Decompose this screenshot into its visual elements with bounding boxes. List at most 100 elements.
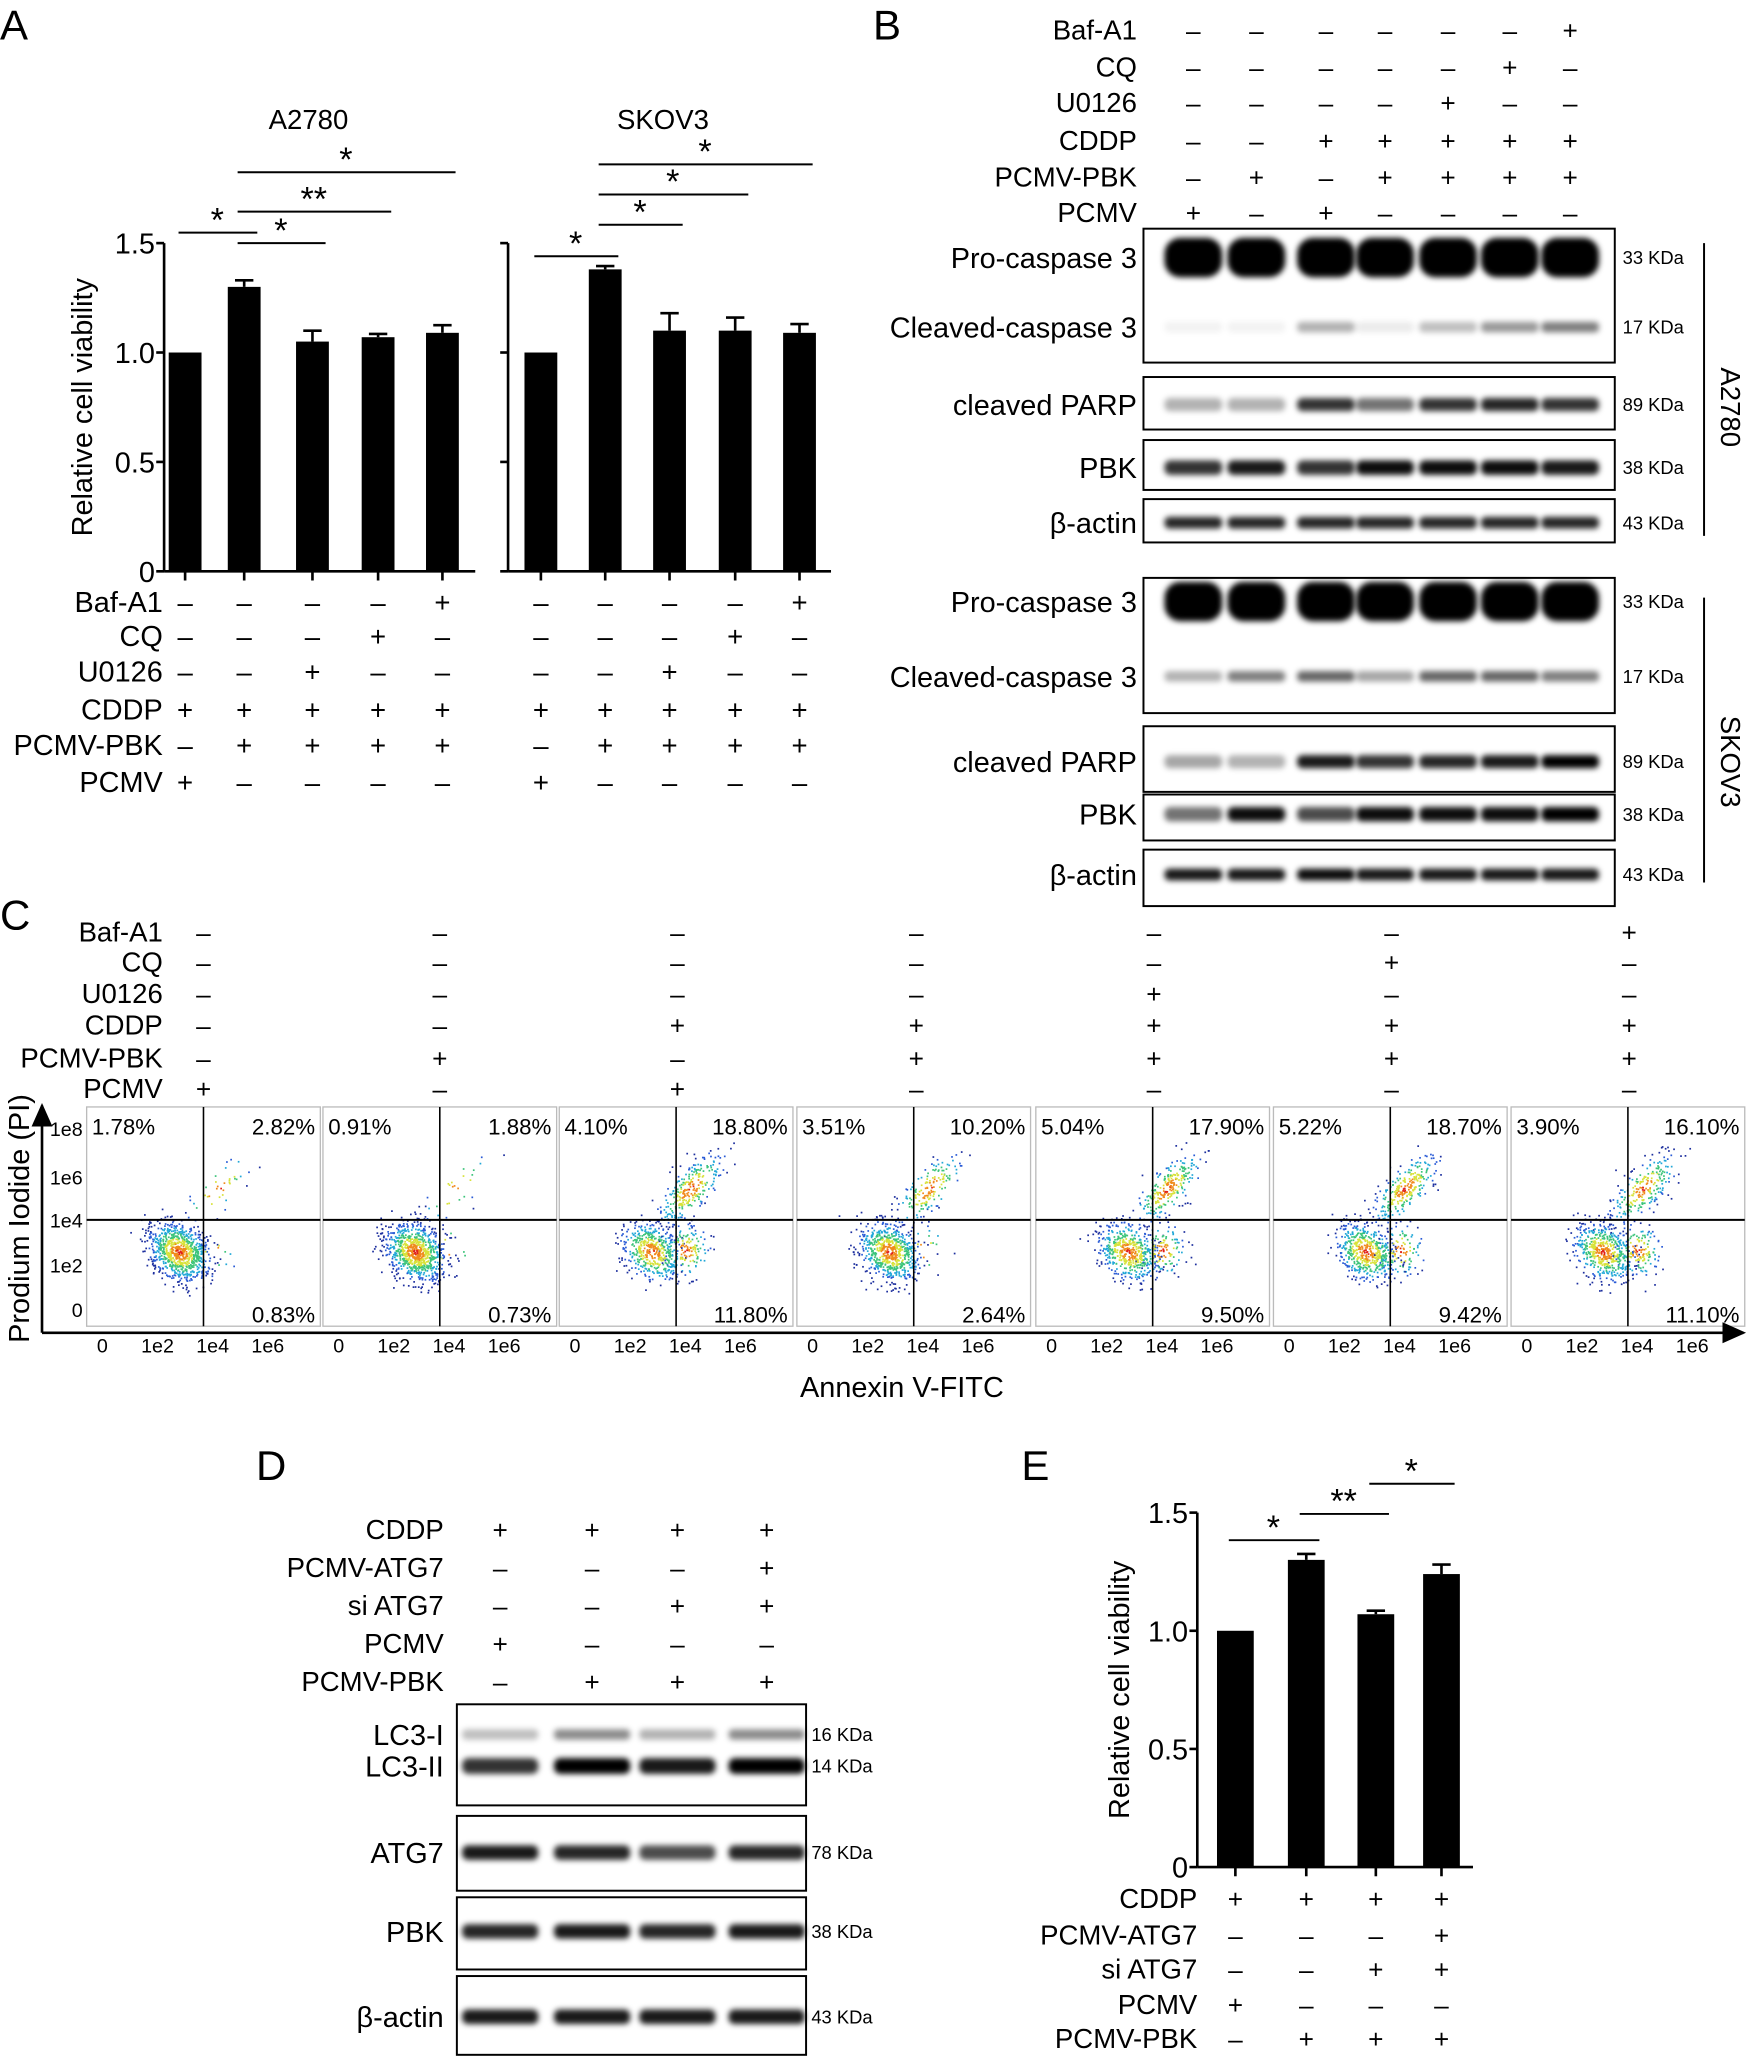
event-dot — [647, 1234, 650, 1236]
event-dot — [1098, 1252, 1100, 1254]
blot-band — [1419, 755, 1477, 769]
event-dot — [899, 1249, 901, 1252]
event-dot — [1191, 1244, 1194, 1246]
event-dot — [898, 1271, 900, 1274]
treatment-value: – — [1441, 16, 1456, 46]
event-dot — [886, 1270, 889, 1272]
event-dot — [1175, 1145, 1178, 1147]
event-dot — [186, 1291, 189, 1294]
event-dot — [429, 1244, 431, 1246]
event-dot — [1125, 1250, 1128, 1252]
event-dot — [876, 1216, 878, 1219]
event-dot — [147, 1230, 150, 1232]
event-dot — [182, 1253, 185, 1256]
treatment-value: – — [432, 948, 447, 978]
event-dot — [406, 1244, 409, 1247]
event-dot — [937, 1274, 939, 1276]
event-dot — [406, 1247, 408, 1249]
event-dot — [154, 1237, 157, 1239]
event-dot — [1161, 1235, 1164, 1238]
event-dot — [661, 1217, 663, 1220]
event-dot — [413, 1239, 415, 1242]
event-dot — [660, 1259, 663, 1262]
event-dot — [172, 1246, 175, 1249]
event-dot — [640, 1225, 643, 1228]
event-dot — [623, 1248, 626, 1250]
event-dot — [887, 1227, 890, 1229]
event-dot — [927, 1225, 929, 1228]
event-dot — [683, 1193, 686, 1196]
event-dot — [906, 1253, 909, 1256]
event-dot — [1155, 1235, 1157, 1238]
event-dot — [695, 1190, 698, 1193]
event-dot — [1169, 1165, 1172, 1168]
event-dot — [655, 1243, 657, 1245]
event-dot — [678, 1204, 680, 1207]
event-dot — [437, 1283, 439, 1286]
event-dot — [190, 1255, 193, 1258]
event-dot — [228, 1178, 231, 1180]
event-dot — [878, 1249, 881, 1252]
event-dot — [1157, 1254, 1160, 1256]
flow-dots — [615, 1142, 736, 1292]
event-dot — [159, 1234, 161, 1237]
event-dot — [405, 1255, 407, 1258]
event-dot — [692, 1248, 695, 1251]
treatment-value: – — [670, 948, 685, 978]
event-dot — [1411, 1234, 1414, 1236]
event-dot — [1123, 1249, 1126, 1252]
event-dot — [1169, 1170, 1172, 1172]
event-dot — [1118, 1241, 1121, 1244]
event-dot — [198, 1242, 201, 1245]
event-dot — [1137, 1276, 1139, 1278]
event-dot — [385, 1254, 388, 1257]
event-dot — [656, 1267, 658, 1269]
event-dot — [649, 1263, 652, 1266]
event-dot — [904, 1248, 906, 1250]
event-dot — [680, 1183, 683, 1186]
event-dot — [685, 1255, 688, 1258]
event-dot — [694, 1195, 697, 1198]
event-dot — [388, 1226, 390, 1229]
event-dot — [890, 1247, 892, 1250]
event-dot — [670, 1239, 672, 1242]
x-tick-label: 1e4 — [669, 1335, 702, 1357]
event-dot — [396, 1239, 399, 1242]
blot-band — [1356, 868, 1414, 881]
event-dot — [1156, 1246, 1159, 1249]
event-dot — [666, 1250, 668, 1253]
event-dot — [1107, 1233, 1110, 1235]
event-dot — [881, 1260, 884, 1263]
event-dot — [706, 1166, 709, 1169]
event-dot — [233, 1175, 236, 1178]
event-dot — [178, 1248, 181, 1250]
event-dot — [697, 1168, 700, 1171]
event-dot — [1130, 1273, 1133, 1275]
event-dot — [412, 1265, 415, 1268]
treatment-label: CDDP — [81, 695, 163, 727]
event-dot — [874, 1223, 877, 1226]
event-dot — [1157, 1229, 1159, 1232]
event-dot — [623, 1240, 626, 1243]
event-dot — [1141, 1244, 1144, 1247]
event-dot — [903, 1288, 906, 1291]
event-dot — [850, 1231, 853, 1234]
event-dot — [890, 1274, 892, 1277]
event-dot — [1157, 1191, 1160, 1194]
event-dot — [159, 1267, 161, 1269]
event-dot — [376, 1226, 378, 1229]
event-dot — [189, 1274, 192, 1277]
event-dot — [712, 1160, 715, 1163]
event-dot — [861, 1253, 863, 1256]
event-dot — [671, 1254, 674, 1257]
event-dot — [417, 1228, 420, 1231]
event-dot — [642, 1252, 645, 1254]
y-tick-label: 0.5 — [115, 447, 155, 479]
treatment-value: – — [177, 621, 193, 652]
event-dot — [148, 1237, 151, 1240]
quadrant-lr-percent: 11.80% — [714, 1302, 788, 1327]
event-dot — [903, 1267, 906, 1269]
treatment-value: + — [304, 730, 320, 761]
molecular-weight-label: 43 KDa — [1623, 864, 1685, 885]
event-dot — [446, 1234, 448, 1236]
